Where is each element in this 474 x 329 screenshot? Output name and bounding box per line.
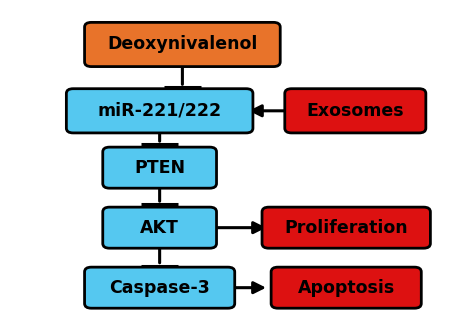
FancyBboxPatch shape [66,89,253,133]
Text: miR-221/222: miR-221/222 [98,102,222,120]
FancyBboxPatch shape [103,207,217,248]
FancyBboxPatch shape [262,207,430,248]
Text: Deoxynivalenol: Deoxynivalenol [107,36,257,54]
FancyBboxPatch shape [84,267,235,308]
Text: Proliferation: Proliferation [284,219,408,237]
FancyBboxPatch shape [84,22,280,66]
FancyBboxPatch shape [285,89,426,133]
Text: Exosomes: Exosomes [307,102,404,120]
Text: Apoptosis: Apoptosis [298,279,395,297]
Text: PTEN: PTEN [134,159,185,177]
Text: Caspase-3: Caspase-3 [109,279,210,297]
Text: AKT: AKT [140,219,179,237]
FancyBboxPatch shape [103,147,217,188]
FancyBboxPatch shape [271,267,421,308]
